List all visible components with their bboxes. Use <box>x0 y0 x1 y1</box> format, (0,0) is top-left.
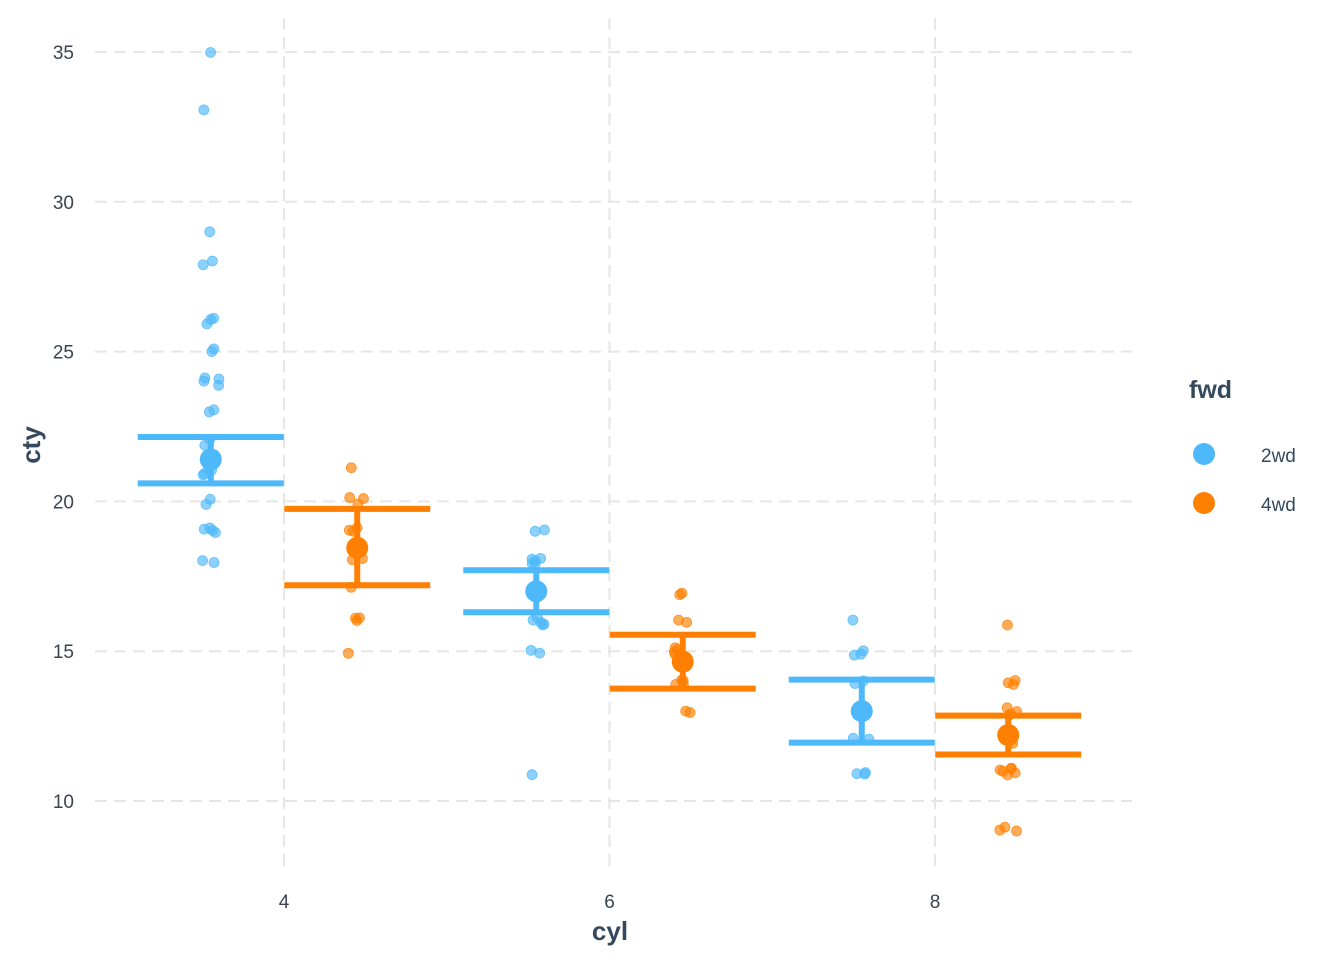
data-point <box>204 522 216 534</box>
legend-item-4wd: 4wd <box>1193 492 1296 516</box>
legend-key-2wd-icon <box>1193 443 1215 465</box>
data-point <box>205 47 216 58</box>
data-point <box>198 104 210 116</box>
x-tick-label: 8 <box>930 892 941 913</box>
legend-label-4wd: 4wd <box>1261 495 1296 516</box>
x-axis-title: cyl <box>592 916 628 946</box>
data-point <box>351 615 363 626</box>
data-point <box>197 555 209 567</box>
data-point <box>208 404 220 416</box>
data-point <box>527 614 539 626</box>
legend-title: fwd <box>1189 376 1232 404</box>
mean-point <box>346 536 369 559</box>
data-point <box>535 552 547 564</box>
data-point <box>198 375 210 387</box>
data-point <box>345 462 357 474</box>
x-tick-label: 4 <box>279 892 290 913</box>
legend: fwd 2wd 4wd <box>1189 376 1296 516</box>
grid-lines <box>95 18 1132 870</box>
data-point <box>344 492 356 503</box>
y-tick-label: 35 <box>53 43 74 64</box>
data-point <box>539 524 550 536</box>
data-point <box>1011 825 1022 837</box>
data-point <box>205 314 217 325</box>
y-tick-label: 10 <box>53 792 74 813</box>
data-point <box>342 647 354 659</box>
y-axis-ticks: 10 15 20 25 30 35 <box>53 43 74 813</box>
data-point <box>213 373 225 385</box>
data-point <box>674 589 686 601</box>
y-axis-title: cty <box>16 426 46 464</box>
error-bars <box>137 433 1082 758</box>
data-point <box>997 765 1009 777</box>
data-point <box>206 346 218 357</box>
mean-point <box>525 580 548 603</box>
legend-label-2wd: 2wd <box>1261 446 1296 467</box>
data-point <box>358 493 369 504</box>
y-tick-label: 30 <box>53 193 74 214</box>
data-point <box>847 614 859 626</box>
legend-item-2wd: 2wd <box>1193 443 1296 467</box>
data-point <box>526 558 538 569</box>
mean-point <box>671 650 694 673</box>
data-point <box>855 648 867 660</box>
data-point <box>526 769 538 781</box>
mean-point <box>850 700 873 723</box>
x-tick-label: 6 <box>604 892 615 913</box>
data-point <box>204 226 216 238</box>
mean-point <box>199 448 222 471</box>
data-point <box>206 255 218 267</box>
data-point <box>1008 679 1019 690</box>
data-point <box>684 707 696 718</box>
data-point <box>1002 619 1013 631</box>
data-point <box>534 647 546 659</box>
data-point <box>1001 702 1013 714</box>
y-tick-label: 20 <box>53 492 74 513</box>
y-tick-label: 25 <box>53 343 74 364</box>
data-point <box>204 493 216 505</box>
mean-point <box>997 724 1020 747</box>
data-point <box>851 768 863 780</box>
y-tick-label: 15 <box>53 642 74 663</box>
data-point <box>343 524 355 536</box>
data-point <box>994 824 1006 836</box>
data-point <box>529 525 541 537</box>
legend-key-4wd-icon <box>1193 492 1215 514</box>
data-point <box>208 557 220 568</box>
data-point <box>197 469 209 481</box>
x-axis-ticks: 4 6 8 <box>279 892 941 913</box>
data-point <box>673 614 684 626</box>
data-point <box>197 259 209 271</box>
